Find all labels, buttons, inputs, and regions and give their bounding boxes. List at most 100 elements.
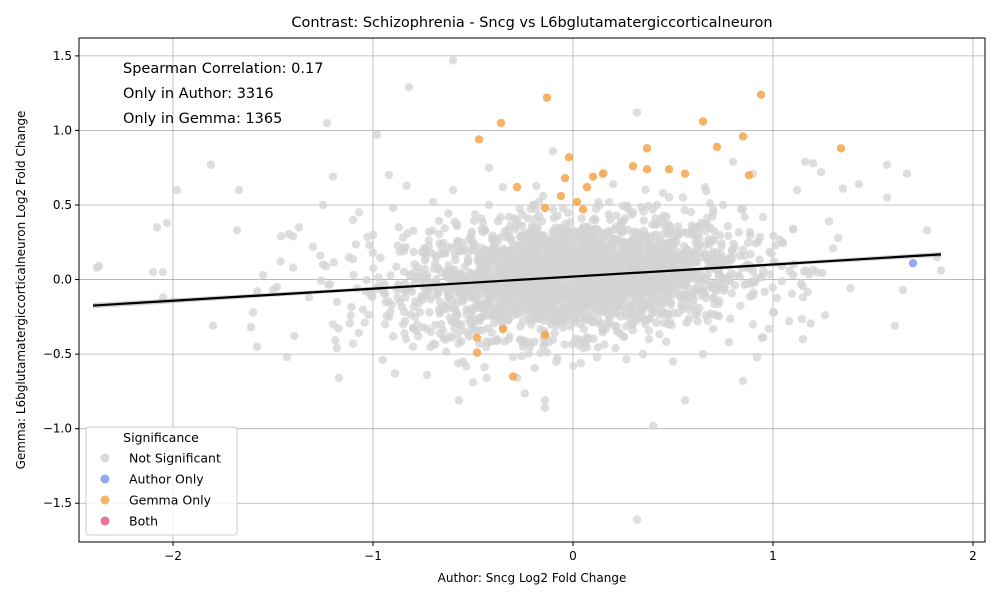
cloud-point [560, 340, 569, 349]
cloud-point [545, 238, 555, 247]
cloud-point [478, 262, 487, 272]
cloud-point [609, 264, 618, 273]
not-significant-point [484, 200, 494, 210]
gemma-only-point [598, 169, 608, 178]
not-significant-point [148, 267, 158, 277]
cloud-point [600, 340, 609, 349]
cloud-point [593, 343, 603, 352]
cloud-point [597, 257, 607, 266]
not-significant-point [544, 337, 554, 347]
not-significant-point [758, 212, 768, 222]
cloud-point [400, 329, 409, 338]
cloud-point [388, 332, 398, 341]
x-tick-label: 1 [769, 549, 777, 563]
y-tick-label: 0.0 [53, 273, 72, 287]
legend-marker-author-only [100, 474, 110, 484]
cloud-point [577, 214, 586, 223]
cloud-point [456, 247, 465, 256]
cloud-point [594, 316, 603, 325]
not-significant-point [638, 349, 648, 359]
cloud-point [559, 315, 568, 324]
gemma-only-point [738, 132, 748, 141]
cloud-point [678, 302, 687, 312]
not-significant-point [700, 182, 710, 192]
cloud-point [746, 231, 755, 240]
not-significant-point [372, 130, 382, 140]
cloud-point [556, 280, 565, 289]
gemma-only-point [642, 144, 652, 153]
cloud-point [655, 330, 664, 339]
not-significant-point [468, 378, 478, 387]
cloud-point [695, 303, 704, 313]
cloud-point [710, 227, 719, 236]
cloud-point [759, 333, 768, 342]
x-axis-ticks: −2 −1 0 1 2 [164, 542, 977, 563]
cloud-point [603, 251, 612, 260]
cloud-point [760, 287, 769, 296]
not-significant-point [258, 270, 268, 280]
cloud-point [362, 275, 371, 285]
cloud-point [628, 257, 638, 266]
cloud-point [386, 271, 395, 280]
not-significant-point [358, 305, 368, 314]
not-significant-point [288, 263, 298, 272]
cloud-point [582, 332, 592, 342]
cloud-point [276, 257, 285, 266]
cloud-point [498, 265, 507, 275]
cloud-point [525, 338, 535, 347]
cloud-point [537, 264, 546, 274]
cloud-point [700, 252, 709, 261]
cloud-point [441, 248, 450, 258]
cloud-point [752, 274, 761, 283]
cloud-point [553, 211, 562, 221]
cloud-point [503, 254, 513, 263]
cloud-point [601, 324, 611, 333]
y-tick-label: 1.5 [53, 49, 72, 63]
cloud-point [454, 339, 463, 348]
cloud-point [531, 228, 540, 238]
not-significant-point [438, 326, 448, 335]
not-significant-point [408, 342, 418, 351]
cloud-point [464, 287, 473, 297]
cloud-point [512, 215, 521, 225]
not-significant-point [648, 421, 658, 430]
cloud-point [542, 348, 552, 357]
cloud-point [567, 259, 576, 268]
cloud-point [345, 319, 354, 328]
cloud-point [579, 324, 589, 334]
not-significant-point [454, 396, 464, 405]
not-significant-point [332, 297, 342, 307]
x-tick-label: −1 [364, 549, 382, 563]
not-significant-point [812, 267, 822, 277]
cloud-point [684, 314, 694, 323]
cloud-point [742, 280, 752, 289]
cloud-point [431, 259, 440, 268]
cloud-point [612, 211, 621, 220]
cloud-point [648, 220, 657, 229]
not-significant-point [458, 357, 468, 366]
cloud-point [351, 240, 361, 249]
cloud-point [740, 212, 749, 222]
not-significant-point [158, 267, 168, 277]
cloud-point [491, 234, 500, 244]
cloud-point [567, 297, 576, 306]
cloud-point [605, 317, 614, 327]
cloud-point [663, 292, 672, 302]
not-significant-point [404, 83, 414, 92]
cloud-point [686, 256, 696, 266]
cloud-point [630, 227, 639, 236]
cloud-point [546, 320, 556, 329]
not-significant-point [890, 321, 900, 330]
not-significant-point [680, 396, 690, 405]
cloud-point [550, 328, 559, 338]
not-significant-point [792, 185, 802, 195]
cloud-point [349, 270, 358, 280]
not-significant-point [578, 343, 588, 353]
cloud-point [376, 253, 385, 263]
cloud-point [636, 277, 646, 287]
not-significant-point [424, 227, 434, 237]
cloud-point [654, 294, 663, 304]
cloud-point [435, 309, 444, 318]
cloud-point [662, 249, 671, 258]
cloud-point [579, 303, 588, 312]
